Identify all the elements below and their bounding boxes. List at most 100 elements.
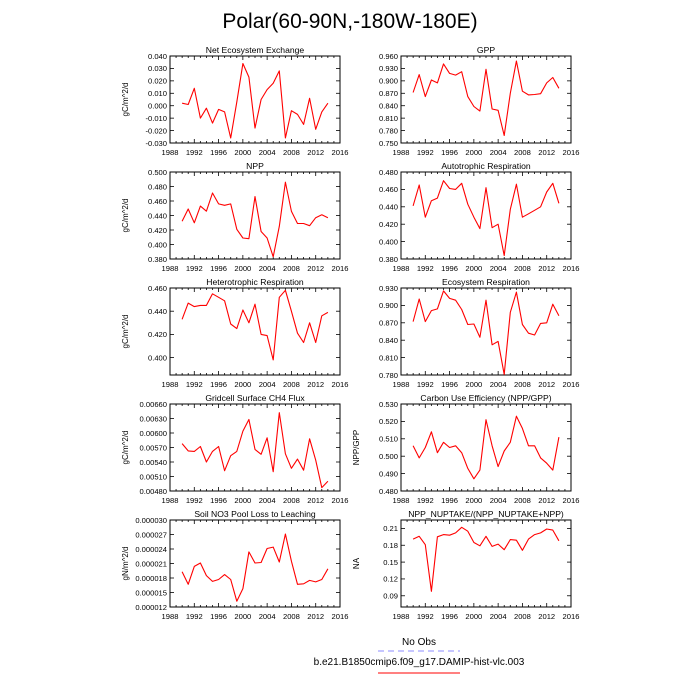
- panel-title: NPP: [246, 161, 264, 171]
- y-axis-label: NPP/GPP: [352, 430, 361, 466]
- y-tick-label: 0.040: [148, 52, 167, 61]
- y-tick-label: 0.440: [148, 307, 167, 316]
- x-tick-label: 2016: [563, 380, 580, 389]
- series-line: [412, 180, 560, 257]
- y-tick-label: 0.780: [379, 126, 398, 135]
- x-tick-label: 2016: [563, 148, 580, 157]
- x-tick-label: 1996: [210, 612, 227, 621]
- x-tick-label: 2000: [465, 148, 482, 157]
- x-tick-label: 2012: [538, 148, 555, 157]
- x-tick-label: 2016: [332, 612, 349, 621]
- x-tick-label: 1988: [162, 612, 179, 621]
- x-tick-label: 1996: [210, 496, 227, 505]
- x-tick-label: 2008: [514, 612, 531, 621]
- plot-frame: [400, 403, 572, 492]
- x-tick-label: 1988: [393, 496, 410, 505]
- x-tick-label: 1996: [441, 264, 458, 273]
- y-tick-label: 0.930: [379, 64, 398, 73]
- y-axis-label: gC/m^2/d: [121, 199, 130, 233]
- y-tick-label: 0.440: [148, 211, 167, 220]
- y-tick-label: 0.420: [148, 226, 167, 235]
- chart-panel-6: Ecosystem Respiration 1988 1992 1996 2000 200…: [379, 277, 579, 389]
- y-tick-label: 0.480: [379, 168, 398, 177]
- y-tick-label: 0.400: [148, 240, 167, 249]
- chart-panel-4: Autotrophic Respiration 1988 1992 1996 2000 2…: [379, 161, 579, 273]
- x-tick-label: 2012: [538, 496, 555, 505]
- chart-panel-7: Gridcell Surface CH4 Flux 1988 1992 1996 200…: [121, 393, 348, 505]
- y-tick-label: -0.020: [145, 126, 167, 135]
- x-tick-label: 2000: [465, 264, 482, 273]
- y-tick-label: 0.380: [379, 255, 398, 264]
- chart-panel-10: NPP_NUPTAKE/(NPP_NUPTAKE+NPP) 1988 1992 199…: [352, 509, 579, 621]
- x-tick-label: 2000: [234, 264, 251, 273]
- y-tick-label: 0.030: [148, 64, 167, 73]
- x-tick-label: 2004: [490, 380, 507, 389]
- x-tick-label: 2000: [234, 380, 251, 389]
- x-tick-label: 2016: [563, 612, 580, 621]
- y-tick-label: 0.490: [379, 469, 398, 478]
- y-tick-label: 0.840: [379, 336, 398, 345]
- legend: No Obs b.e21.B1850cmip6.f09_g17.DAMIP-hi…: [314, 637, 525, 674]
- x-tick-label: 2000: [465, 496, 482, 505]
- y-tick-label: 0.780: [379, 371, 398, 380]
- x-tick-label: 2000: [465, 380, 482, 389]
- chart-panel-8: Carbon Use Efficiency (NPP/GPP) 1988 1992 1…: [352, 393, 579, 505]
- y-tick-label: 0.460: [379, 185, 398, 194]
- x-tick-label: 1988: [393, 612, 410, 621]
- legend-obs-label: No Obs: [402, 637, 436, 648]
- y-tick-label: 0.900: [379, 77, 398, 86]
- y-tick-label: 0.18: [383, 541, 398, 550]
- x-tick-label: 2016: [563, 264, 580, 273]
- x-tick-label: 2004: [490, 496, 507, 505]
- x-tick-label: 2000: [234, 148, 251, 157]
- x-tick-label: 2016: [332, 380, 349, 389]
- x-tick-label: 1992: [417, 380, 434, 389]
- panel-title: NPP_NUPTAKE/(NPP_NUPTAKE+NPP): [408, 509, 564, 519]
- x-tick-label: 2004: [259, 148, 276, 157]
- legend-model-label: b.e21.B1850cmip6.f09_g17.DAMIP-hist-vlc.…: [314, 657, 525, 668]
- y-tick-label: 0.12: [383, 575, 398, 584]
- y-tick-label: 0.15: [383, 558, 398, 567]
- x-tick-label: 2012: [307, 264, 324, 273]
- series-line: [412, 526, 560, 592]
- chart-panel-1: Net Ecosystem Exchange 1988 1992 1996 2000 20…: [121, 45, 348, 157]
- y-tick-label: 0.00630: [140, 414, 167, 423]
- y-tick-label: 0.420: [379, 220, 398, 229]
- y-tick-label: 0.420: [148, 330, 167, 339]
- panel-title: Carbon Use Efficiency (NPP/GPP): [420, 393, 551, 403]
- x-tick-label: 1988: [162, 148, 179, 157]
- y-tick-label: 0.870: [379, 319, 398, 328]
- panel-title: Gridcell Surface CH4 Flux: [205, 393, 305, 403]
- x-tick-label: 1992: [186, 496, 203, 505]
- y-tick-label: 0.00600: [140, 429, 167, 438]
- y-tick-label: 0.000018: [135, 574, 167, 583]
- x-tick-label: 2012: [307, 380, 324, 389]
- y-tick-label: 0.500: [148, 168, 167, 177]
- x-tick-label: 2004: [259, 380, 276, 389]
- x-tick-label: 2000: [234, 612, 251, 621]
- chart-panel-3: NPP 1988 1992 1996 2000 2004 2008 2012 2016 0.380…: [121, 161, 348, 273]
- panel-title: Soil NO3 Pool Loss to Leaching: [194, 509, 316, 519]
- y-tick-label: 0.930: [379, 284, 398, 293]
- chart-panel-2: GPP 1988 1992 1996 2000 2004 2008 2012 2016 0.750…: [379, 45, 579, 157]
- y-tick-label: 0.380: [148, 255, 167, 264]
- x-tick-label: 2008: [514, 380, 531, 389]
- series-line: [412, 415, 560, 480]
- x-tick-label: 2000: [234, 496, 251, 505]
- y-axis-label: gC/m^2/d: [121, 431, 130, 465]
- x-tick-label: 2016: [332, 264, 349, 273]
- y-tick-label: 0.000027: [135, 530, 167, 539]
- y-tick-label: 0.500: [379, 452, 398, 461]
- plot-frame: [169, 171, 341, 260]
- x-tick-label: 1992: [186, 264, 203, 273]
- y-tick-label: 0.400: [148, 353, 167, 362]
- y-tick-label: 0.000030: [135, 516, 167, 525]
- x-tick-label: 1996: [210, 148, 227, 157]
- x-tick-label: 1996: [441, 148, 458, 157]
- series-line: [181, 181, 329, 258]
- plot-frame: [169, 287, 341, 376]
- x-tick-label: 2004: [490, 612, 507, 621]
- x-tick-label: 1988: [393, 380, 410, 389]
- y-axis-label: NA: [352, 557, 361, 569]
